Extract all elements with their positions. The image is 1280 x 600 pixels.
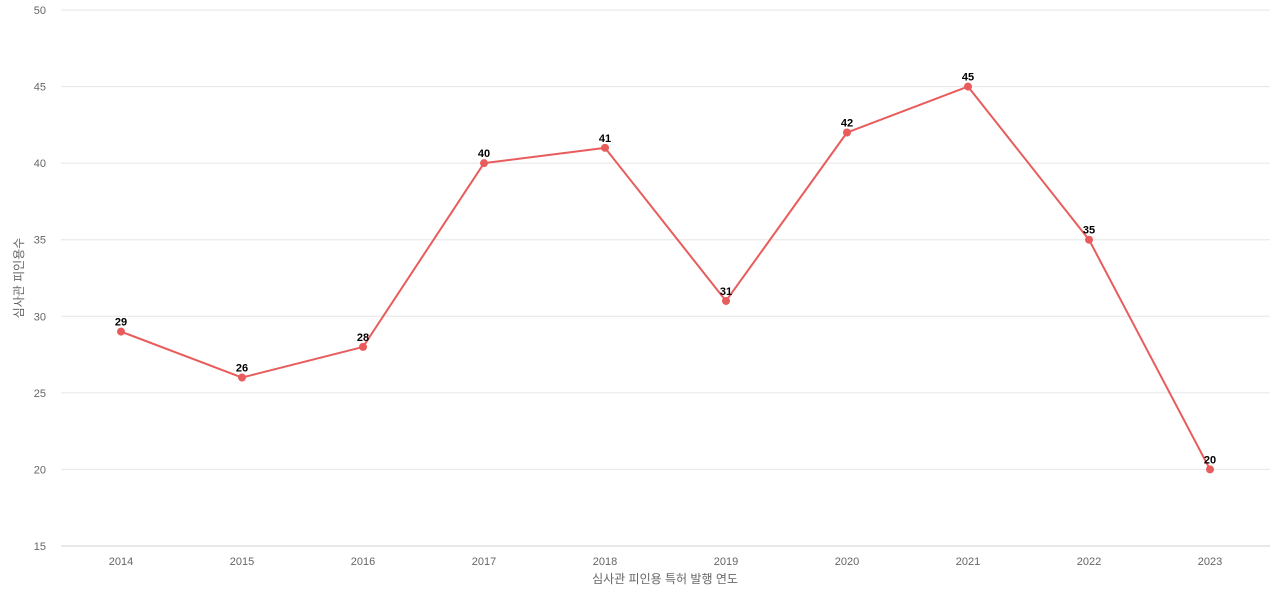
- data-label: 20: [1204, 454, 1216, 466]
- x-tick-label: 2019: [714, 556, 738, 568]
- data-label: 28: [357, 332, 369, 344]
- x-tick-label: 2018: [593, 556, 617, 568]
- data-point[interactable]: [359, 342, 367, 351]
- data-label: 31: [720, 286, 732, 298]
- data-point[interactable]: [964, 82, 972, 91]
- x-tick-label: 2017: [472, 556, 496, 568]
- y-tick-label: 30: [34, 311, 46, 323]
- x-tick-label: 2020: [835, 556, 859, 568]
- y-tick-label: 40: [34, 158, 46, 170]
- data-point[interactable]: [722, 296, 730, 305]
- data-point[interactable]: [238, 373, 246, 382]
- series-line: [120, 85, 1211, 470]
- data-labels: 29 26 28 40 41 31 42 45 35 20: [115, 72, 1216, 467]
- data-label: 45: [962, 72, 974, 84]
- data-point[interactable]: [1206, 465, 1214, 474]
- x-tick-label: 2021: [956, 556, 980, 568]
- y-tick-label: 50: [34, 5, 46, 17]
- data-point[interactable]: [480, 159, 488, 168]
- data-points: [117, 82, 1214, 474]
- data-point[interactable]: [601, 143, 609, 152]
- data-label: 42: [841, 118, 853, 130]
- series-line-path: [120, 85, 1211, 470]
- x-tick-label: 2015: [230, 556, 254, 568]
- x-tick-label: 2023: [1198, 556, 1222, 568]
- x-axis-ticks: 2014 2015 2016 2017 2018 2019 2020 2021 2022 2023: [109, 556, 1222, 568]
- x-tick-label: 2016: [351, 556, 375, 568]
- data-label: 29: [115, 317, 127, 329]
- y-tick-label: 15: [34, 541, 46, 553]
- y-tick-label: 20: [34, 464, 46, 476]
- grid-lines: [61, 9, 1270, 547]
- data-label: 35: [1083, 225, 1095, 237]
- data-label: 26: [236, 363, 248, 375]
- y-axis-ticks: 15 20 25 30 35 40 45 50: [34, 5, 46, 553]
- x-tick-label: 2014: [109, 556, 133, 568]
- data-point[interactable]: [843, 128, 851, 137]
- x-axis-title: 심사관 피인용 특허 발행 연도: [592, 571, 738, 586]
- y-axis-title: 심사관 피인용수: [12, 238, 26, 319]
- data-label: 40: [478, 148, 490, 160]
- data-point[interactable]: [117, 327, 125, 336]
- y-tick-label: 25: [34, 388, 46, 400]
- y-tick-label: 35: [34, 235, 46, 247]
- y-tick-label: 45: [34, 82, 46, 94]
- data-point[interactable]: [1085, 235, 1093, 244]
- x-tick-label: 2022: [1077, 556, 1101, 568]
- data-label: 41: [599, 133, 611, 145]
